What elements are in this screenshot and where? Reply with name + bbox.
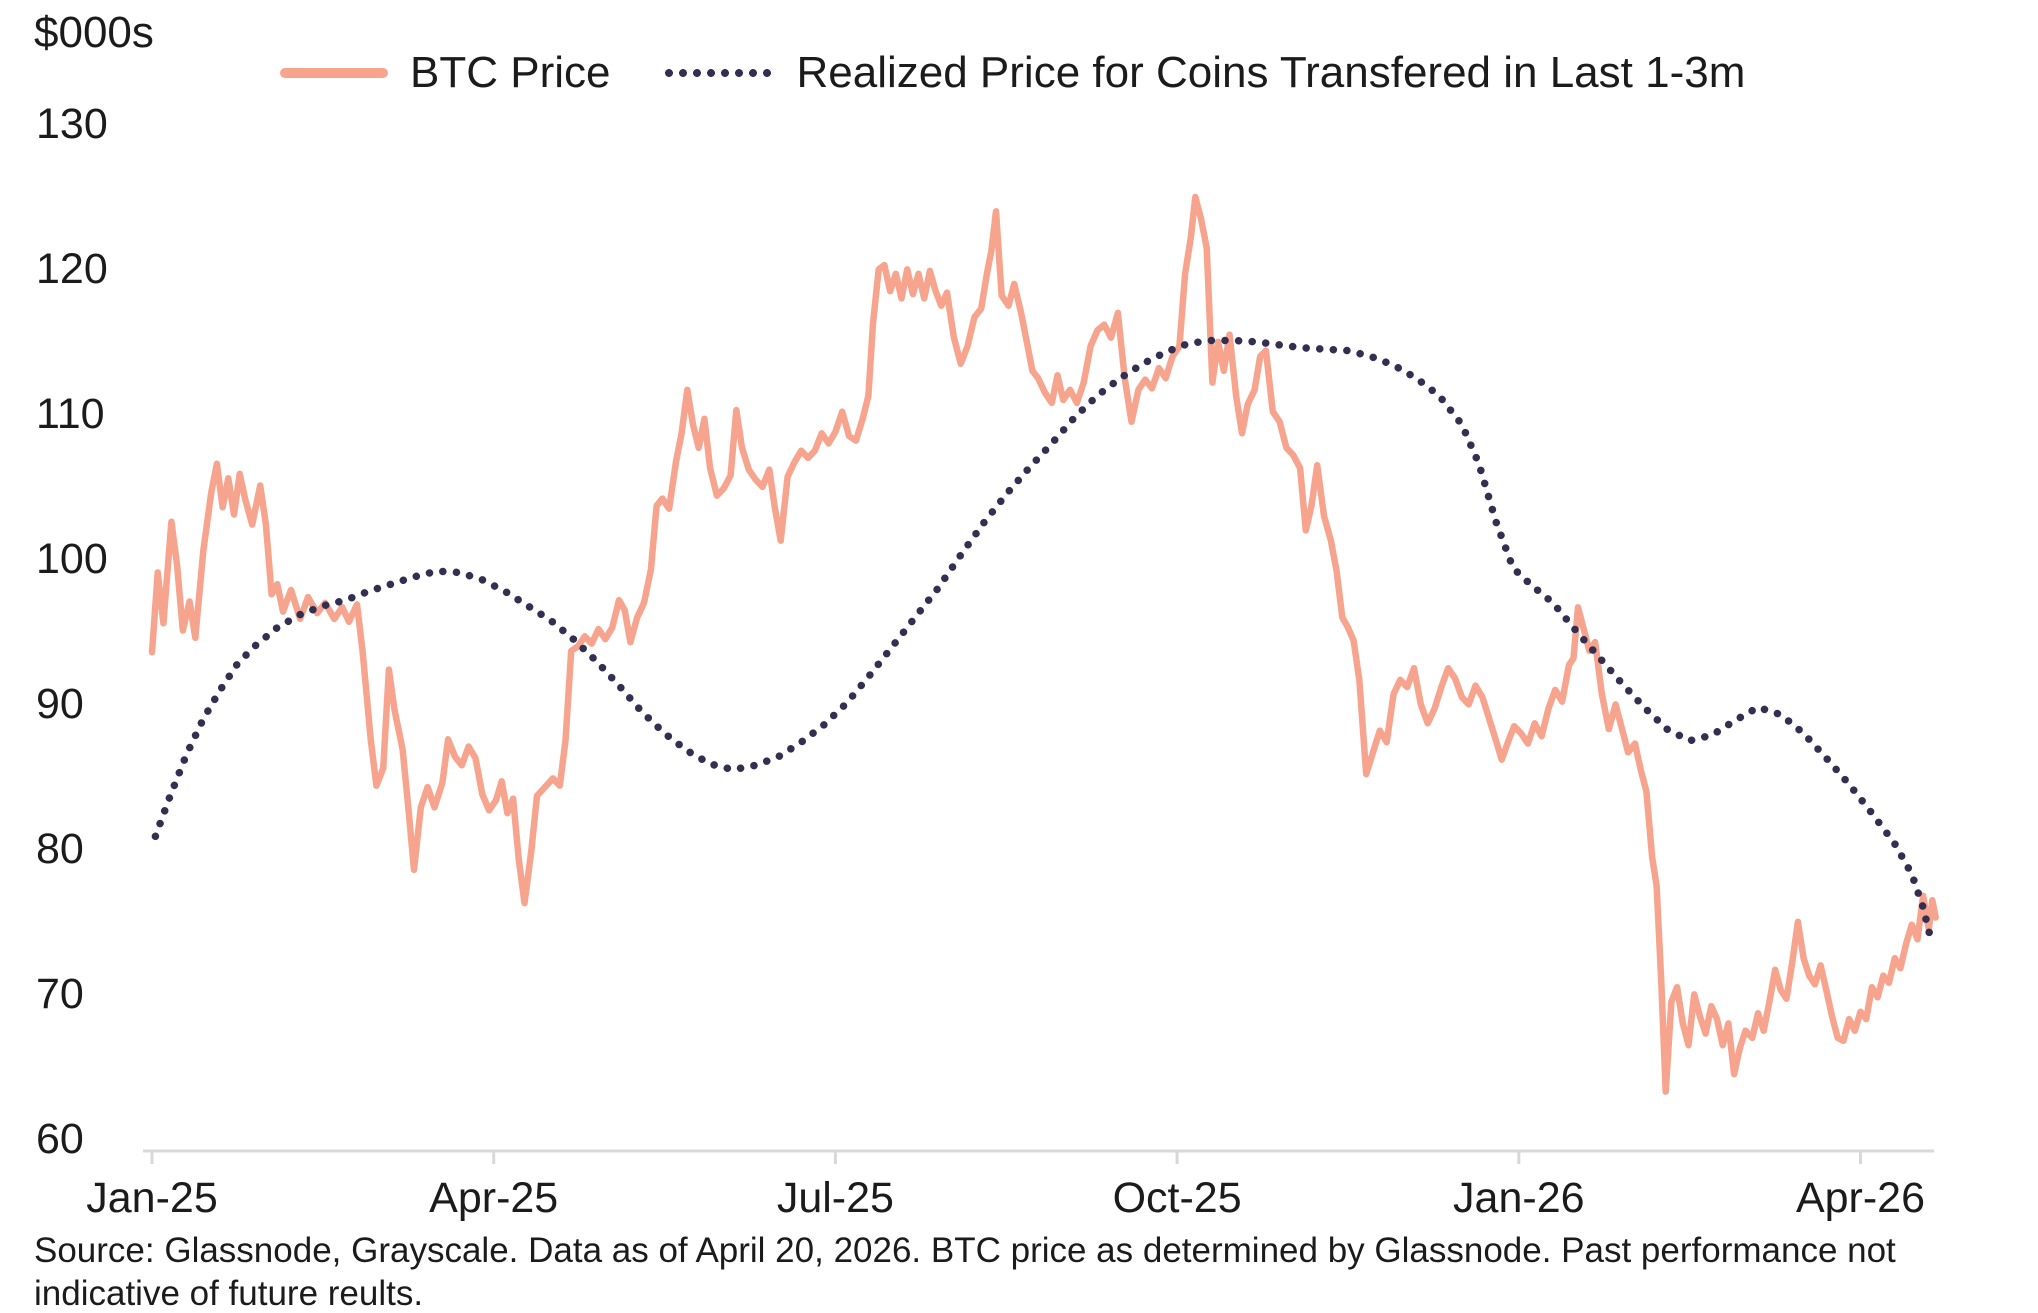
x-axis-tick-label: Oct-25 — [1113, 1174, 1242, 1222]
x-axis-tick-label: Apr-25 — [429, 1174, 558, 1222]
y-axis-tick-label: 80 — [36, 825, 84, 873]
y-axis-tick-label: 100 — [36, 535, 108, 583]
source-note: Source: Glassnode, Grayscale. Data as of… — [34, 1231, 1896, 1313]
chart-legend: BTC Price Realized Price for Coins Trans… — [280, 48, 1775, 98]
y-axis-tick-label: 70 — [36, 970, 84, 1018]
btc-price-legend-swatch — [280, 68, 388, 78]
realized-price-legend-label: Realized Price for Coins Transfered in L… — [796, 48, 1746, 97]
y-axis-unit-label: $000s — [34, 8, 154, 57]
x-axis-tick-label: Jan-26 — [1453, 1174, 1584, 1222]
x-axis-tick-label: Jan-25 — [86, 1174, 217, 1222]
btc-price-legend-label: BTC Price — [410, 48, 611, 97]
x-axis-tick-label: Jul-25 — [777, 1174, 894, 1222]
y-axis-tick-label: 130 — [36, 100, 108, 148]
y-axis-tick-label: 90 — [36, 680, 84, 728]
y-axis-tick-label: 110 — [36, 390, 105, 438]
btc-price-line — [148, 193, 1939, 1095]
y-axis-tick-label: 120 — [36, 245, 108, 293]
y-axis-tick-label: 60 — [36, 1115, 84, 1163]
realized-price-line — [151, 336, 1937, 949]
x-axis-tick-label: Apr-26 — [1796, 1174, 1925, 1222]
realized-price-legend-swatch — [662, 68, 775, 78]
